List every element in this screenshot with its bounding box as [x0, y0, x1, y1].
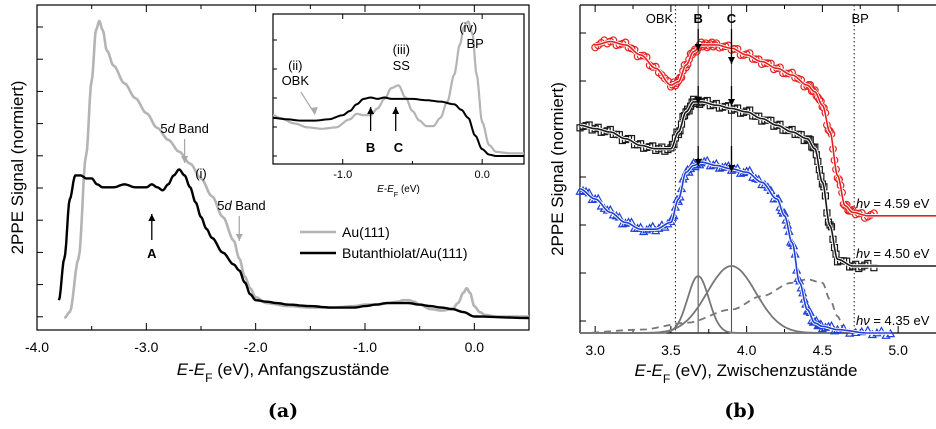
- panel-a-A-label: A: [147, 246, 157, 261]
- panel-a-series-line-butanthiolat: [57, 168, 530, 320]
- panel-b-series-label: hν = 4.50 eV: [856, 246, 930, 261]
- inset-xtick-label: 0.0: [475, 169, 490, 181]
- panel-b-xlabel: E-EF (eV), Zwischenzustände: [635, 361, 858, 386]
- inset-label-ss: SS: [393, 58, 411, 73]
- panel-a-5d-label-2: 5d Band: [217, 198, 265, 213]
- inset-xtick-label: -1.0: [333, 169, 352, 181]
- panel-b-series-fit-435: [579, 161, 891, 334]
- panel-a-xtick-label: 0.0: [465, 339, 485, 355]
- panel-b-xtick-label: 4.0: [737, 342, 757, 358]
- panel-a-caption: (a): [268, 400, 298, 422]
- panel-a-frame: [36, 4, 530, 331]
- panel-b-series-label: hν = 4.35 eV: [856, 313, 930, 328]
- panel-b-vline-label-obk: OBK: [646, 11, 674, 26]
- panel-b-vline-label-b: B: [693, 11, 702, 26]
- panel-a-5d-arrow-1-head: [181, 156, 189, 163]
- panel-b-data-point: [817, 323, 827, 333]
- inset-B-arrow-head: [367, 107, 375, 114]
- panel-b-series-fit-450: [579, 101, 936, 267]
- panel-b-fit-component-2: [580, 265, 838, 334]
- panel-a-ylabel: 2PPE Signal (normiert): [8, 81, 27, 255]
- panel-b-fit-halo: [579, 160, 891, 335]
- panel-a-xtick-label: -2.0: [244, 339, 268, 355]
- panel-a-xtick-label: -1.0: [353, 339, 377, 355]
- panel-b-vline-label-c: C: [727, 11, 737, 26]
- panel-a-label-i: (i): [195, 166, 207, 181]
- inset-C-arrow-head: [392, 107, 400, 114]
- inset-C-label: C: [394, 140, 404, 155]
- panel-b-marker-arrow-4-head: [727, 99, 735, 106]
- inset-label-ii: (ii): [288, 58, 302, 73]
- inset-label-obk: OBK: [282, 73, 310, 88]
- panel-a-xtick-label: -4.0: [25, 339, 49, 355]
- panel-b-series-label: hν = 4.59 eV: [856, 196, 930, 211]
- panel-a-legend-label: Butanthiolat/Au(111): [342, 245, 468, 261]
- panel-b-xtick-label: 5.0: [888, 342, 908, 358]
- panel-a-xlabel: E-EF (eV), Anfangszustände: [177, 360, 390, 385]
- panel-a-A-arrow-head: [148, 214, 156, 221]
- panel-b-marker-arrow-1-head: [694, 44, 702, 51]
- inset-B-label: B: [366, 140, 375, 155]
- inset-series-line-au111: [272, 20, 524, 155]
- panel-b-fit-component-3: [579, 278, 846, 334]
- panel-b-series-fit-459: [595, 40, 936, 217]
- panel-b-xtick-label: 3.0: [585, 342, 605, 358]
- panel-b-marker-arrow-3-head: [694, 97, 702, 104]
- panel-b-xtick-label: 4.5: [813, 342, 833, 358]
- panel-b-marker-arrow-2-head: [727, 57, 735, 64]
- panel-b-fit-component-1: [580, 275, 838, 334]
- panel-a-legend-label: Au(111): [342, 224, 390, 240]
- panel-b-caption: (b): [724, 400, 755, 422]
- panel-a-5d-label-1: 5d Band: [160, 121, 208, 136]
- panel-b-xtick-label: 3.5: [661, 342, 681, 358]
- inset-label-iv: (iv): [459, 20, 477, 35]
- inset-label-bp: BP: [467, 36, 484, 51]
- panel-a-5d-arrow-2-head: [235, 234, 243, 241]
- panel-b-ylabel: 2PPE Signal (normiert): [548, 82, 567, 256]
- inset-label-iii: (iii): [393, 42, 410, 57]
- panel-a-xtick-label: -3.0: [134, 339, 158, 355]
- panel-b-fit-halo: [579, 100, 936, 268]
- inset-obk-pointer-head: [310, 107, 318, 115]
- panel-b-data-point: [845, 328, 855, 337]
- panel-b-marker-arrow-5-head: [694, 159, 702, 166]
- panel-b-vline-label-bp: BP: [852, 11, 869, 26]
- inset-xlabel: E-EF (eV): [377, 184, 420, 199]
- inset-series-line-butanthiolat: [272, 96, 524, 157]
- inset-frame: [272, 13, 525, 165]
- panel-b-marker-arrow-6-head: [727, 165, 735, 172]
